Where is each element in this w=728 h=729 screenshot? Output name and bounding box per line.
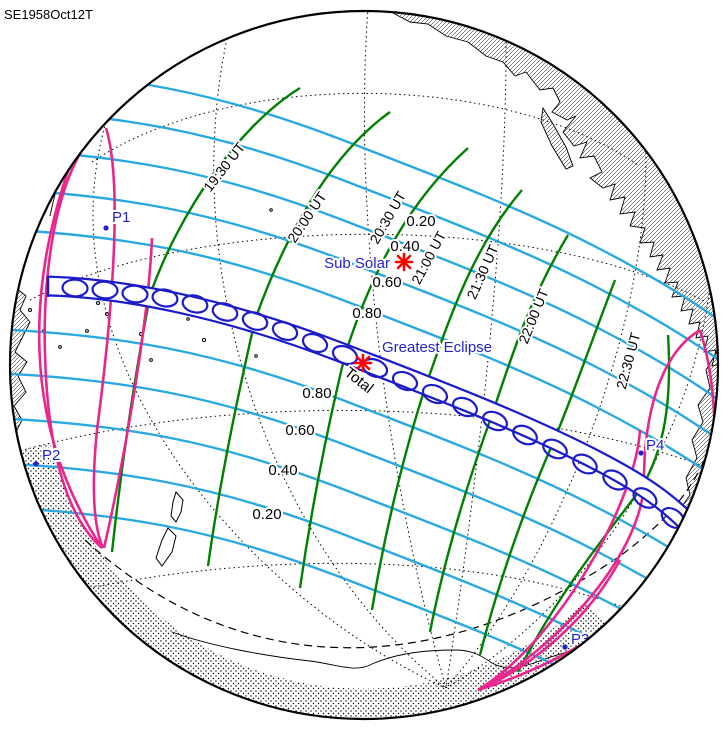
umbra-outlines bbox=[61, 278, 686, 530]
magnitude-label: 0.80 bbox=[352, 305, 381, 322]
magnitude-label: 0.40 bbox=[268, 462, 297, 479]
magnitude-label: 0.20 bbox=[252, 506, 281, 523]
terminator-line bbox=[84, 427, 715, 649]
sub-solar-label: Sub Solar bbox=[324, 255, 390, 272]
twilight-stipple-band bbox=[19, 443, 607, 719]
p3-point bbox=[562, 644, 568, 650]
event-labels: Sub Solar Greatest Eclipse Total P1 P2 P… bbox=[33, 207, 666, 650]
p2-label: P2 bbox=[42, 447, 60, 464]
land-baja-peninsula bbox=[540, 106, 574, 170]
magnitude-labels: 0.20 0.40 0.60 0.80 0.80 0.60 0.40 0.20 bbox=[250, 211, 437, 525]
magnitude-label: 0.60 bbox=[372, 274, 401, 291]
p4-point bbox=[638, 450, 644, 456]
magnitude-label: 0.20 bbox=[406, 213, 435, 230]
p2-point bbox=[33, 461, 39, 467]
magnitude-label: 0.80 bbox=[302, 385, 331, 402]
sub-solar-marker bbox=[394, 252, 414, 272]
greatest-eclipse-label: Greatest Eclipse bbox=[382, 339, 492, 356]
magnitude-label: 0.40 bbox=[390, 238, 419, 255]
globe-rim bbox=[8, 9, 720, 721]
island-new-zealand-south bbox=[155, 527, 177, 567]
page-title: SE1958Oct12T bbox=[4, 7, 93, 22]
island-new-zealand-north bbox=[170, 490, 184, 523]
magnitude-label: 0.60 bbox=[285, 422, 314, 439]
p1-label: P1 bbox=[112, 209, 130, 226]
totality-path bbox=[46, 275, 710, 545]
greatest-eclipse-marker bbox=[353, 353, 373, 373]
p4-label: P4 bbox=[646, 437, 664, 454]
p1-point bbox=[103, 225, 109, 231]
